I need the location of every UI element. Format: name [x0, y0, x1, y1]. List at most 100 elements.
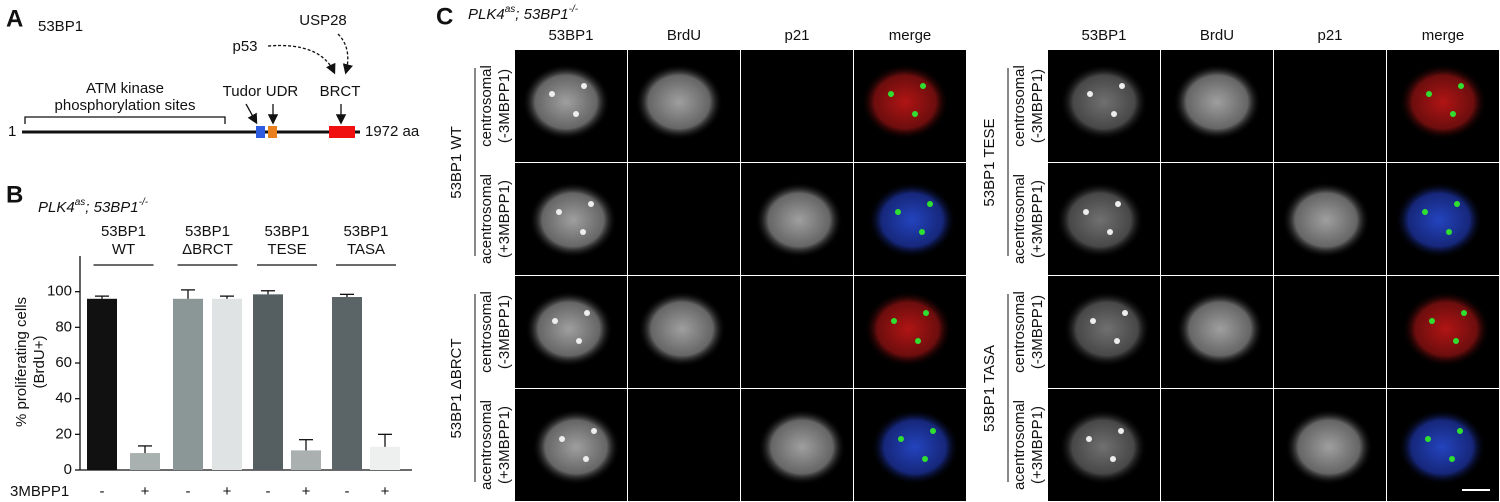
- arrow: [245, 103, 258, 125]
- y-tick-label: 60: [55, 354, 72, 371]
- group-label: TESE: [267, 241, 306, 258]
- brct-domain: [329, 126, 355, 138]
- micrograph: [628, 163, 740, 275]
- micrograph: [1161, 163, 1273, 275]
- bar: [370, 446, 400, 470]
- channel-header: BrdU: [1200, 27, 1234, 44]
- foci: [1110, 456, 1116, 462]
- y-tick-label: 40: [55, 390, 72, 407]
- group-label: 53BP1: [343, 223, 388, 240]
- bar: [173, 298, 203, 470]
- group-label: ΔBRCT: [182, 241, 233, 258]
- x-tick-label: +: [223, 483, 232, 500]
- foci: [920, 83, 926, 89]
- foci: [1118, 428, 1124, 434]
- group-label: 53BP1 ΔBRCT: [448, 338, 465, 438]
- group-label: 53BP1 TASA: [981, 345, 998, 432]
- region-label: phosphorylation sites: [55, 97, 196, 114]
- foci: [1111, 111, 1117, 117]
- foci: [1425, 436, 1431, 442]
- nucleus: [1173, 64, 1261, 140]
- domain-label: BRCT: [320, 83, 361, 100]
- error-bar: [181, 289, 195, 299]
- foci: [1454, 201, 1460, 207]
- nucleus: [638, 291, 726, 367]
- x-tick-label: +: [302, 483, 311, 500]
- foci: [922, 456, 928, 462]
- error-bar: [299, 439, 313, 451]
- foci: [888, 91, 894, 97]
- y-tick-label: 0: [64, 461, 72, 478]
- micrograph: [1161, 389, 1273, 501]
- nucleus: [868, 182, 956, 258]
- condition-label: (-3MBPP1): [1029, 295, 1046, 369]
- y-axis-label: % proliferating cells: [13, 297, 30, 427]
- bar: [87, 298, 117, 470]
- condition-label: (+3MBPP1): [1029, 180, 1046, 258]
- group-label: 53BP1: [101, 223, 146, 240]
- genotype-part: ; 53BP1: [515, 6, 568, 23]
- condition-label: centrosomal: [1011, 291, 1028, 373]
- foci: [591, 428, 597, 434]
- y-tick-label: 20: [55, 425, 72, 442]
- condition-label: acentrosomal: [478, 400, 495, 490]
- y-tick-label: 80: [55, 318, 72, 335]
- micrograph: [1274, 50, 1386, 162]
- channel-header: p21: [784, 27, 809, 44]
- foci: [1429, 318, 1435, 324]
- foci: [1090, 318, 1096, 324]
- genotype: PLK4as; 53BP1-/-: [38, 197, 149, 216]
- condition-label: centrosomal: [1011, 65, 1028, 147]
- domain-label: Tudor: [223, 83, 262, 100]
- micrograph: [1274, 276, 1386, 388]
- protein-name: 53BP1: [38, 18, 83, 35]
- foci: [1446, 229, 1452, 235]
- foci: [923, 310, 929, 316]
- condition-label: acentrosomal: [1011, 400, 1028, 490]
- error-bar: [138, 445, 152, 454]
- foci: [930, 428, 936, 434]
- condition-label: (+3MBPP1): [496, 180, 513, 258]
- nucleus: [635, 64, 723, 140]
- domain-label: UDR: [266, 83, 299, 100]
- bar: [332, 297, 362, 470]
- foci: [927, 201, 933, 207]
- channel-header: 53BP1: [1081, 27, 1126, 44]
- foci: [891, 318, 897, 324]
- x-tick-label: -: [345, 483, 350, 500]
- tudor-domain: [256, 126, 265, 138]
- channel-header: 53BP1: [548, 27, 593, 44]
- genotype-sup: -/-: [139, 197, 149, 208]
- bar: [291, 450, 321, 470]
- foci: [1119, 83, 1125, 89]
- udr-domain: [268, 126, 277, 138]
- foci: [556, 209, 562, 215]
- genotype-sup: as: [75, 197, 86, 208]
- micrograph: [741, 50, 853, 162]
- x-tick-label: -: [100, 483, 105, 500]
- condition-label: (+3MBPP1): [496, 406, 513, 484]
- error-bar: [340, 293, 354, 298]
- foci: [915, 338, 921, 344]
- foci: [573, 111, 579, 117]
- nucleus: [864, 291, 952, 367]
- group-label: 53BP1 WT: [448, 126, 465, 199]
- nucleus: [1059, 409, 1147, 485]
- foci: [1122, 310, 1128, 316]
- bar: [212, 298, 242, 470]
- dashed-arrow: [267, 44, 336, 75]
- channel-header: merge: [889, 27, 932, 44]
- condition-label: (-3MBPP1): [1029, 69, 1046, 143]
- nucleus: [1399, 64, 1487, 140]
- foci: [584, 310, 590, 316]
- foci: [549, 91, 555, 97]
- foci: [895, 209, 901, 215]
- foci: [1458, 83, 1464, 89]
- foci: [559, 436, 565, 442]
- genotype-sup: -/-: [569, 4, 579, 15]
- foci: [919, 229, 925, 235]
- foci: [552, 318, 558, 324]
- foci: [581, 83, 587, 89]
- bar: [130, 453, 160, 470]
